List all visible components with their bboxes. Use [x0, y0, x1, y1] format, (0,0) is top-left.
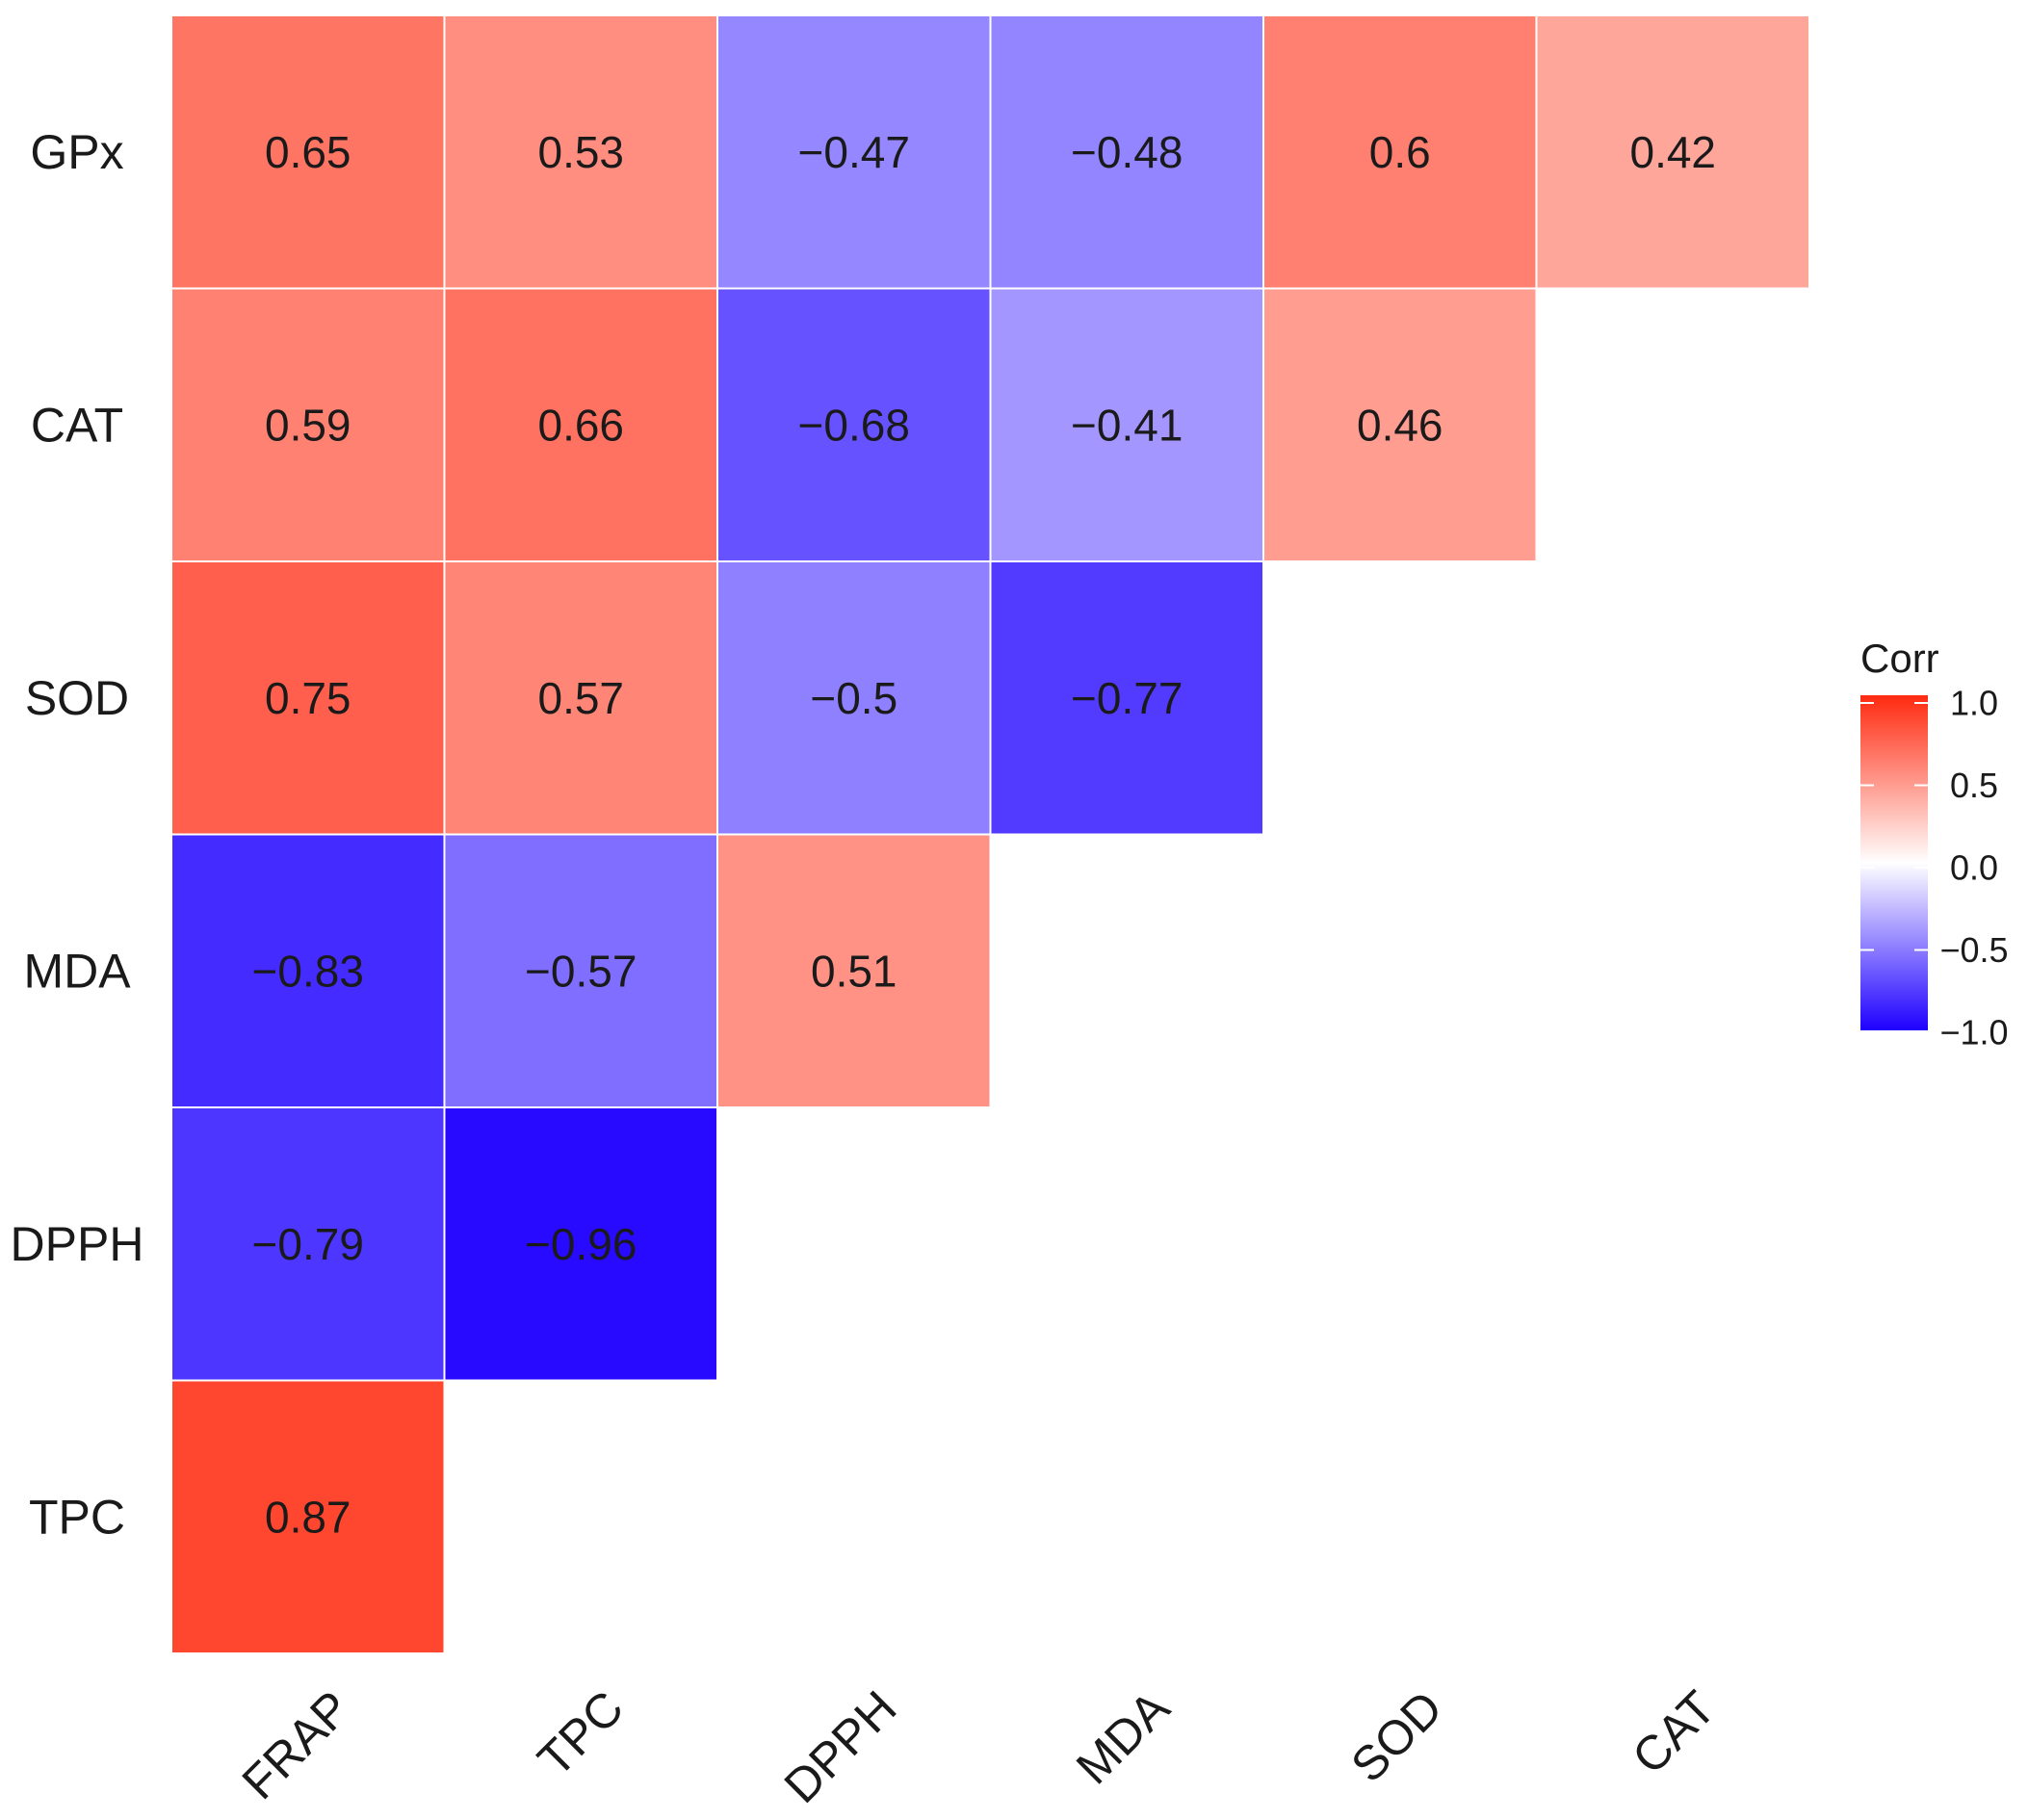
cell-value-gpx-mda: −0.48: [1071, 127, 1183, 177]
cell-value-sod-tpc: 0.57: [537, 673, 624, 723]
cell-value-mda-frap: −0.83: [252, 946, 364, 996]
cell-gpx-mda: [989, 14, 1264, 290]
cell-mda-tpc: [443, 833, 718, 1108]
cell-value-mda-dpph: 0.51: [811, 946, 897, 996]
row-label-dpph: DPPH: [11, 1217, 144, 1271]
cell-cat-mda: [989, 287, 1264, 562]
cell-gpx-sod: [1262, 14, 1538, 290]
heatmap-cells: [170, 14, 1810, 1654]
cell-value-cat-sod: 0.46: [1357, 400, 1443, 450]
row-label-tpc: TPC: [29, 1490, 125, 1544]
column-label-mda: MDA: [1066, 1680, 1181, 1795]
cell-cat-sod: [1262, 287, 1538, 562]
row-label-mda: MDA: [23, 944, 131, 998]
cell-value-cat-dpph: −0.68: [798, 400, 910, 450]
cell-value-mda-tpc: −0.57: [525, 946, 637, 996]
cell-value-gpx-cat: 0.42: [1629, 127, 1716, 177]
legend-tick-label: 0.0: [1950, 848, 1998, 888]
cell-dpph-tpc: [443, 1106, 718, 1382]
cell-sod-mda: [989, 560, 1264, 836]
legend-tick-label: 1.0: [1950, 684, 1998, 723]
legend-tick-label: −0.5: [1939, 930, 2008, 970]
cell-value-dpph-tpc: −0.96: [525, 1219, 637, 1269]
cell-sod-tpc: [443, 560, 718, 836]
cell-value-cat-tpc: 0.66: [537, 400, 624, 450]
cell-sod-frap: [170, 560, 446, 836]
y-axis-labels: GPx CAT SOD MDA DPPH TPC: [11, 125, 144, 1545]
cell-cat-tpc: [443, 287, 718, 562]
row-label-sod: SOD: [25, 671, 129, 725]
cell-value-sod-dpph: −0.5: [810, 673, 897, 723]
column-label-frap: FRAP: [232, 1680, 361, 1809]
row-label-cat: CAT: [31, 398, 123, 452]
column-label-cat: CAT: [1622, 1680, 1726, 1784]
cell-sod-dpph: [716, 560, 992, 836]
color-legend: Corr 1.0 0.5 0.0 −0.5 −1.0: [1860, 636, 2009, 1053]
heatmap-cell-labels: 0.65 0.53 −0.47 −0.48 0.6 0.42 0.59 0.66 −0.68 −0…: [252, 127, 1716, 1543]
cell-value-gpx-frap: 0.65: [265, 127, 351, 177]
cell-gpx-frap: [170, 14, 446, 290]
cell-value-cat-mda: −0.41: [1071, 400, 1183, 450]
cell-gpx-tpc: [443, 14, 718, 290]
cell-value-tpc-frap: 0.87: [265, 1492, 351, 1542]
legend-ticks: 1.0 0.5 0.0 −0.5 −1.0: [1860, 684, 2009, 1053]
cell-gpx-dpph: [716, 14, 992, 290]
cell-value-gpx-dpph: −0.47: [798, 127, 910, 177]
cell-value-cat-frap: 0.59: [265, 400, 351, 450]
column-label-sod: SOD: [1340, 1680, 1452, 1792]
cell-mda-dpph: [716, 833, 992, 1108]
legend-tick-label: 0.5: [1950, 766, 1998, 805]
cell-dpph-frap: [170, 1106, 446, 1382]
cell-value-gpx-tpc: 0.53: [537, 127, 624, 177]
cell-value-sod-mda: −0.77: [1071, 673, 1183, 723]
legend-title: Corr: [1860, 636, 1939, 681]
x-axis-labels: FRAP TPC DPPH MDA SOD CAT: [232, 1680, 1726, 1813]
cell-tpc-frap: [170, 1379, 446, 1654]
column-label-tpc: TPC: [528, 1680, 634, 1786]
cell-gpx-cat: [1535, 14, 1810, 290]
cell-value-sod-frap: 0.75: [265, 673, 351, 723]
legend-tick-label: −1.0: [1939, 1013, 2008, 1053]
cell-mda-frap: [170, 833, 446, 1108]
cell-value-gpx-sod: 0.6: [1369, 127, 1431, 177]
cell-value-dpph-frap: −0.79: [252, 1219, 364, 1269]
row-label-gpx: GPx: [30, 125, 123, 179]
legend-color-bar: [1860, 695, 1928, 1030]
column-label-dpph: DPPH: [774, 1680, 907, 1813]
